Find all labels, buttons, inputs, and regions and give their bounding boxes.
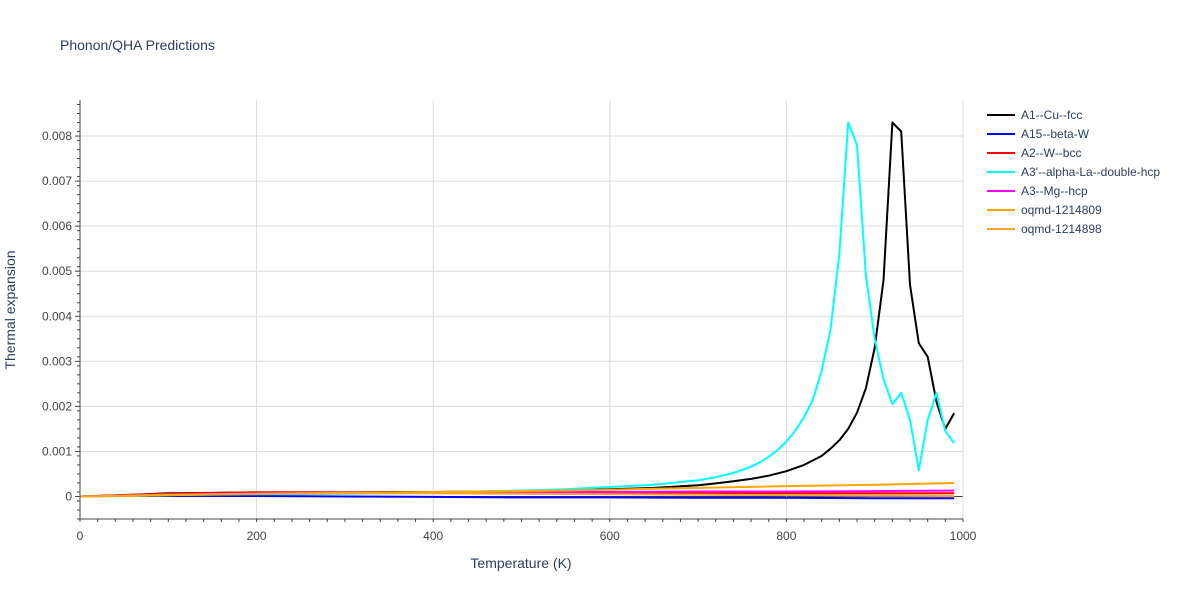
chart-title: Phonon/QHA Predictions — [60, 37, 215, 53]
legend-item-3[interactable]: A3'--alpha-La--double-hcp — [987, 165, 1160, 179]
axes: 0 0.001 0.002 0.003 0.004 0.005 0.006 0.007 0.00… — [42, 100, 977, 543]
x-tick-label: 1000 — [950, 529, 977, 543]
series-line-6 — [79, 492, 955, 498]
y-tick-label: 0.006 — [42, 219, 72, 233]
y-tick-label: 0 — [65, 489, 72, 503]
legend-item-0[interactable]: A1--Cu--fcc — [987, 108, 1082, 122]
y-axis-label: Thermal expansion — [2, 250, 18, 369]
x-tick-label: 800 — [776, 529, 796, 543]
grid — [80, 100, 964, 519]
series-line-0 — [79, 121, 956, 498]
x-tick-label: 400 — [423, 529, 443, 543]
legend-label: oqmd-1214898 — [1021, 222, 1102, 236]
x-tick-label: 200 — [247, 529, 267, 543]
legend-label: A1--Cu--fcc — [1021, 108, 1082, 122]
series-line-3 — [79, 121, 956, 498]
legend[interactable]: A1--Cu--fcc A15--beta-W A2--W--bcc A3'--alp… — [987, 108, 1160, 236]
legend-label: A3'--alpha-La--double-hcp — [1021, 165, 1160, 179]
y-tick-label: 0.001 — [42, 444, 72, 458]
legend-item-4[interactable]: A3--Mg--hcp — [987, 184, 1088, 198]
y-tick-label: 0.004 — [42, 309, 72, 323]
y-tick-label: 0.005 — [42, 264, 72, 278]
legend-label: A15--beta-W — [1021, 127, 1090, 141]
y-tick-label: 0.002 — [42, 399, 72, 413]
x-tick-label: 0 — [77, 529, 84, 543]
legend-label: A3--Mg--hcp — [1021, 184, 1088, 198]
legend-label: A2--W--bcc — [1021, 146, 1081, 160]
x-tick-label: 600 — [600, 529, 620, 543]
legend-label: oqmd-1214809 — [1021, 203, 1102, 217]
y-tick-label: 0.008 — [42, 129, 72, 143]
legend-item-6[interactable]: oqmd-1214898 — [987, 222, 1102, 236]
plot-area — [79, 121, 956, 500]
legend-item-2[interactable]: A2--W--bcc — [987, 146, 1081, 160]
y-tick-label: 0.007 — [42, 174, 72, 188]
x-axis-label: Temperature (K) — [470, 555, 571, 571]
legend-item-1[interactable]: A15--beta-W — [987, 127, 1090, 141]
y-tick-label: 0.003 — [42, 354, 72, 368]
legend-item-5[interactable]: oqmd-1214809 — [987, 203, 1102, 217]
